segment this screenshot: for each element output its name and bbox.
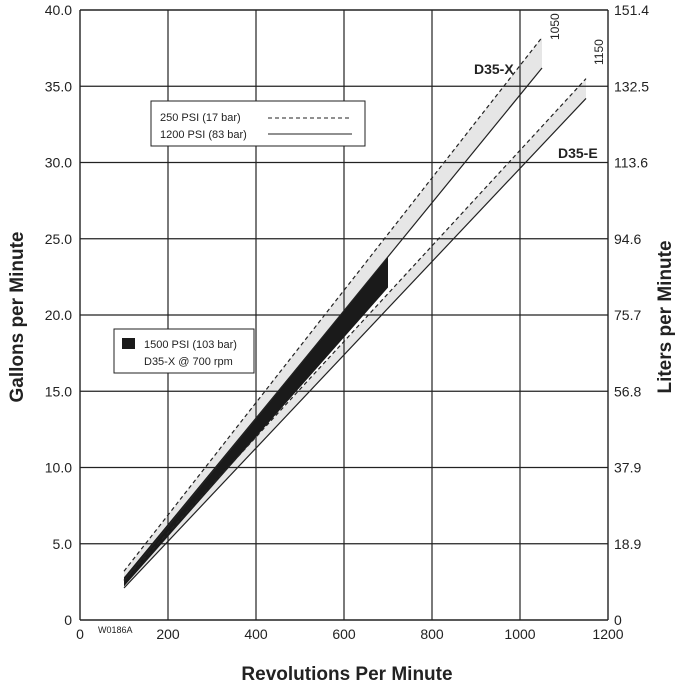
filled-region-1500psi xyxy=(124,257,388,587)
y2-tick-label: 56.8 xyxy=(614,383,641,399)
series-lines xyxy=(123,37,587,589)
series-1-solid-line xyxy=(123,98,587,589)
line-legend-box xyxy=(150,100,366,147)
fill-legend: 1500 PSI (103 bar) D35-X @ 700 rpm xyxy=(113,328,255,374)
y-tick-label: 25.0 xyxy=(45,231,72,247)
y-tick-label: 15.0 xyxy=(45,383,72,399)
legend-fill-swatch xyxy=(122,338,135,349)
y2-tick-label: 113.6 xyxy=(614,155,648,171)
y2-tick-label: 37.9 xyxy=(614,460,641,476)
line-legend: 250 PSI (17 bar) 1200 PSI (83 bar) xyxy=(150,100,366,147)
series-0-dashed-line xyxy=(123,37,543,572)
y-tick-label: 20.0 xyxy=(45,307,72,323)
legend-solid-label: 1200 PSI (83 bar) xyxy=(160,129,247,141)
filled-region-group xyxy=(124,257,388,587)
series-1-dashed-line xyxy=(123,78,587,581)
x-tick-label: 1200 xyxy=(592,626,623,642)
series-label-d35x: D35-X xyxy=(474,61,514,77)
y2-tick-label: 132.5 xyxy=(614,78,649,94)
y2-tick-label: 151.4 xyxy=(614,2,649,18)
x-tick-label: 1000 xyxy=(504,626,535,642)
x-tick-label: 400 xyxy=(244,626,268,642)
y-tick-label: 5.0 xyxy=(53,536,73,552)
y-tick-label: 30.0 xyxy=(45,155,72,171)
y2-tick-label: 75.7 xyxy=(614,307,641,323)
rpm-label-1050: 1050 xyxy=(548,13,562,40)
y2-axis-title: Liters per Minute xyxy=(655,240,676,393)
y-tick-label: 40.0 xyxy=(45,2,72,18)
y-tick-label: 10.0 xyxy=(45,460,72,476)
legend-dashed-label: 250 PSI (17 bar) xyxy=(160,112,241,124)
capacity-band-0 xyxy=(124,37,542,581)
y-tick-label: 0 xyxy=(64,612,72,628)
figure-code: W0186A xyxy=(98,625,133,635)
capacity-band-1 xyxy=(124,78,586,588)
legend-fill-label-2: D35-X @ 700 rpm xyxy=(144,356,233,368)
x-tick-label: 200 xyxy=(156,626,180,642)
y-axis-title: Gallons per Minute xyxy=(7,231,28,402)
y2-tick-label: 94.6 xyxy=(614,231,641,247)
series-0-solid-line xyxy=(123,67,543,581)
rpm-label-1150: 1150 xyxy=(592,39,606,65)
x-tick-label: 800 xyxy=(420,626,444,642)
y2-tick-label: 0 xyxy=(614,612,622,628)
series-label-d35e: D35-E xyxy=(558,145,598,161)
x-tick-label: 600 xyxy=(332,626,356,642)
y-tick-label: 35.0 xyxy=(45,78,72,94)
fill-legend-box xyxy=(113,328,255,374)
y2-tick-label: 18.9 xyxy=(614,536,641,552)
legend-fill-label-1: 1500 PSI (103 bar) xyxy=(144,339,237,351)
x-tick-label: 0 xyxy=(76,626,84,642)
x-axis-title: Revolutions Per Minute xyxy=(241,664,452,685)
capacity-bands xyxy=(124,37,586,588)
